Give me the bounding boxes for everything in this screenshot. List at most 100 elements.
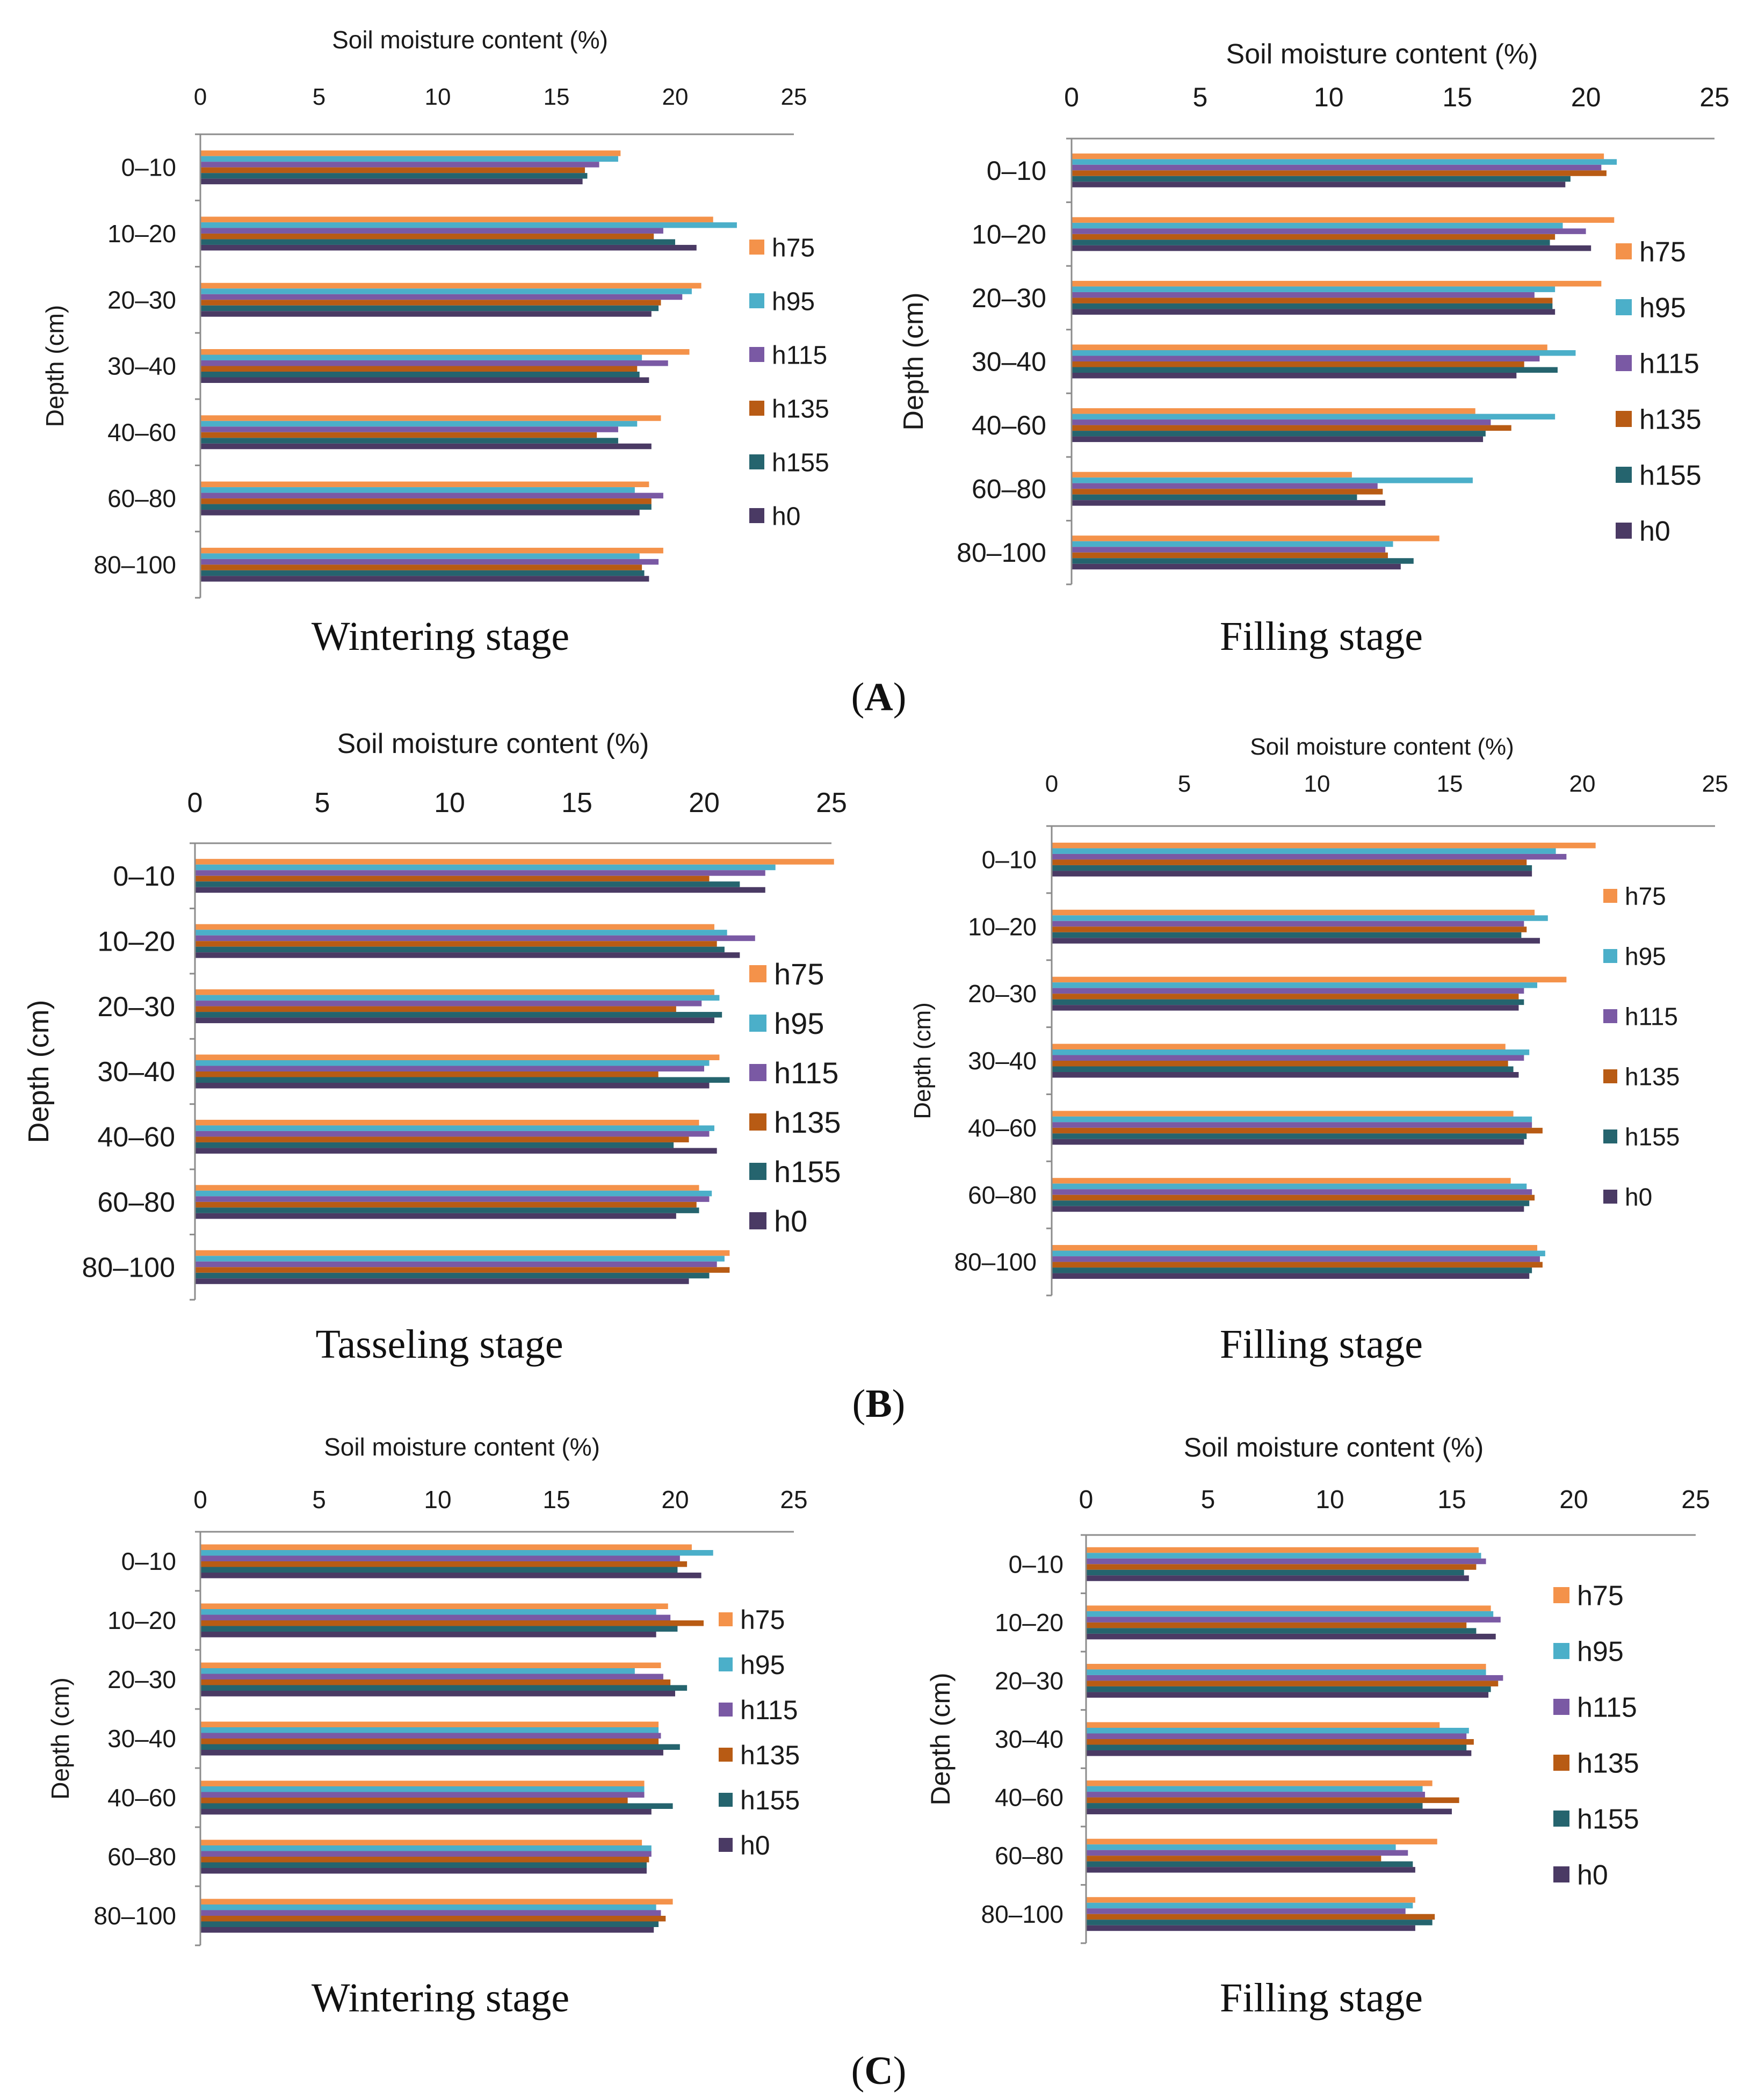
bar-h135 bbox=[1052, 994, 1519, 1000]
bar-h95 bbox=[201, 1550, 713, 1556]
bar-h155 bbox=[201, 1567, 678, 1573]
legend-swatch-h0 bbox=[749, 1212, 766, 1229]
legend-label-h115: h115 bbox=[740, 1695, 798, 1725]
bar-h0 bbox=[1087, 1808, 1452, 1815]
bar-h95 bbox=[1072, 286, 1556, 292]
legend-label-h95: h95 bbox=[1639, 293, 1686, 324]
bar-h0 bbox=[201, 1927, 654, 1933]
bar-h0 bbox=[1072, 436, 1484, 443]
y-category-label: 40–60 bbox=[107, 1784, 176, 1812]
x-tick-label: 20 bbox=[662, 84, 689, 110]
bar-h75 bbox=[196, 1119, 699, 1126]
legend-label-h135: h135 bbox=[1639, 404, 1702, 436]
legend-label-h115: h115 bbox=[1625, 1003, 1678, 1031]
y-category-label: 30–40 bbox=[995, 1725, 1064, 1753]
x-axis-title: Soil moisture content (%) bbox=[1184, 1432, 1484, 1462]
y-category-label: 40–60 bbox=[995, 1784, 1064, 1812]
bar-h0 bbox=[1052, 1139, 1524, 1145]
y-category-label: 60–80 bbox=[107, 1843, 176, 1871]
bar-h0 bbox=[201, 576, 649, 582]
bar-h115 bbox=[1052, 853, 1567, 860]
bar-h0 bbox=[201, 443, 652, 450]
bar-h155 bbox=[1072, 558, 1414, 564]
bar-h155 bbox=[196, 1012, 722, 1018]
bar-h0 bbox=[201, 1868, 647, 1874]
bar-h95 bbox=[201, 1668, 635, 1674]
legend-swatch-h75 bbox=[719, 1612, 733, 1626]
legend-label-h135: h135 bbox=[740, 1740, 800, 1770]
bar-h135 bbox=[1052, 1127, 1543, 1134]
legend-swatch-h95 bbox=[749, 1015, 766, 1032]
bar-h95 bbox=[1087, 1902, 1413, 1909]
legend-swatch-h95 bbox=[1603, 949, 1617, 963]
bar-h0 bbox=[1072, 563, 1401, 570]
x-tick-label: 25 bbox=[1699, 82, 1730, 112]
bar-h95 bbox=[201, 1786, 645, 1792]
chart-panel-a-left: Soil moisture content (%) 0 5 10 15 20 25 Depth… bbox=[41, 26, 829, 659]
bar-h95 bbox=[1052, 982, 1538, 988]
bar-h75 bbox=[1072, 472, 1352, 478]
stage-caption: Tasseling stage bbox=[315, 1322, 563, 1367]
bar-h115 bbox=[1052, 988, 1524, 994]
bar-h95 bbox=[201, 354, 642, 360]
legend-label-h0: h0 bbox=[1577, 1860, 1608, 1891]
y-category-label: 10–20 bbox=[995, 1609, 1064, 1636]
bar-h75 bbox=[201, 283, 701, 289]
bar-h115 bbox=[1072, 356, 1540, 361]
bar-h135 bbox=[196, 1136, 689, 1142]
bar-h115 bbox=[1072, 547, 1386, 553]
bar-h95 bbox=[196, 930, 727, 936]
x-tick-label: 15 bbox=[561, 787, 592, 819]
chart-panel-c-right: Soil moisture content (%) 0 5 10 15 20 25 Depth… bbox=[925, 1432, 1710, 2021]
x-tick-label: 25 bbox=[1702, 771, 1728, 797]
bar-h75 bbox=[196, 1185, 699, 1191]
bar-h75 bbox=[1052, 842, 1596, 849]
bar-h115 bbox=[201, 493, 663, 499]
bar-h115 bbox=[196, 1131, 710, 1137]
bar-h115 bbox=[201, 228, 663, 234]
bar-h155 bbox=[201, 504, 652, 510]
y-category-label: 80–100 bbox=[94, 1902, 177, 1930]
bar-h0 bbox=[1072, 245, 1591, 251]
bar-h115 bbox=[201, 1674, 663, 1679]
bar-h0 bbox=[201, 377, 649, 383]
bar-h115 bbox=[1072, 292, 1535, 298]
bar-h75 bbox=[201, 1721, 659, 1727]
legend-label-h155: h155 bbox=[774, 1155, 841, 1189]
bar-h155 bbox=[1072, 240, 1550, 245]
bar-h155 bbox=[1052, 999, 1524, 1005]
legend-swatch-h0 bbox=[749, 508, 764, 523]
legend-label-h135: h135 bbox=[1577, 1748, 1639, 1779]
y-category-label: 20–30 bbox=[995, 1667, 1064, 1695]
legend-swatch-h115 bbox=[1616, 355, 1632, 371]
bar-h75 bbox=[1052, 1111, 1514, 1117]
legend-label-h115: h115 bbox=[772, 341, 827, 370]
bar-h75 bbox=[201, 216, 713, 222]
bar-h75 bbox=[1087, 1605, 1491, 1611]
y-category-label: 30–40 bbox=[107, 1725, 176, 1753]
x-tick-label: 10 bbox=[434, 787, 465, 819]
bar-h0 bbox=[201, 311, 652, 317]
bar-h115 bbox=[201, 559, 659, 565]
legend-swatch-h0 bbox=[719, 1838, 733, 1852]
bar-h0 bbox=[1072, 373, 1517, 379]
x-tick-label: 5 bbox=[313, 84, 325, 110]
bar-h75 bbox=[201, 1544, 692, 1550]
y-category-label: 30–40 bbox=[972, 347, 1046, 377]
legend-swatch-h95 bbox=[1616, 299, 1632, 315]
bar-h95 bbox=[1072, 541, 1393, 547]
x-tick-label: 10 bbox=[424, 1486, 451, 1514]
legend-label-h75: h75 bbox=[1577, 1581, 1624, 1612]
bar-h135 bbox=[201, 564, 642, 570]
bar-h75 bbox=[201, 1780, 645, 1786]
bar-h0 bbox=[1087, 1692, 1489, 1698]
bar-h95 bbox=[201, 1905, 656, 1910]
bar-h95 bbox=[1052, 848, 1556, 854]
bar-h95 bbox=[201, 156, 618, 162]
y-category-label: 80–100 bbox=[957, 538, 1046, 568]
bar-h115 bbox=[1072, 483, 1378, 489]
legend-label-h135: h135 bbox=[1625, 1063, 1680, 1091]
bar-h0 bbox=[196, 1278, 689, 1284]
x-tick-label: 25 bbox=[781, 84, 807, 110]
bar-h135 bbox=[1072, 234, 1556, 240]
